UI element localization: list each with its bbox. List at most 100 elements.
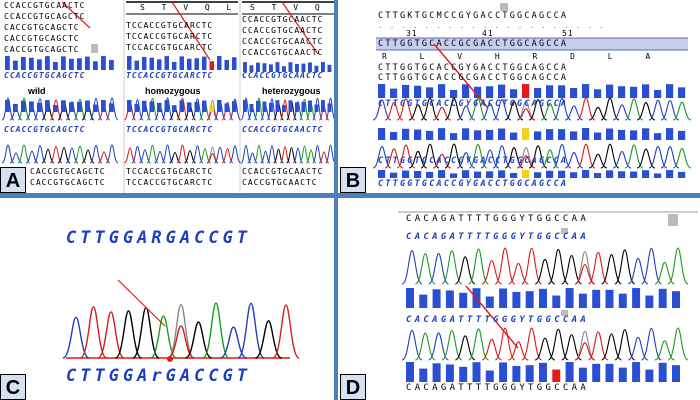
b-top-bar [642, 84, 650, 98]
d-trace2-peak [508, 341, 529, 361]
d-mid-bar [632, 288, 641, 308]
b-trace1-peak [624, 98, 644, 121]
d-trace1-peak [640, 247, 662, 285]
b-bottom-bar [546, 170, 554, 178]
b-top-bar [618, 86, 626, 98]
b-bottom-bar [486, 171, 494, 178]
b-top-bar [654, 89, 662, 98]
hom-lower-trace-peak [176, 144, 189, 164]
hom-mid-bar [217, 100, 222, 112]
hom-mid-bar [187, 102, 192, 112]
b-trace1-peak [444, 97, 464, 121]
het-row-4: CCACCGTGCAACTC [242, 48, 324, 57]
d-bottom-bar [419, 368, 428, 382]
b-mid-bar [426, 130, 434, 140]
b-mid-bar [654, 133, 662, 140]
het-top-bar [314, 65, 319, 72]
d-trace1-peak [601, 254, 622, 285]
b-trace2-peak [420, 143, 440, 169]
d-trace2-peak [667, 327, 689, 361]
c-trace-peak [220, 326, 247, 359]
hom-lower-trace-peak [139, 149, 151, 164]
hom-top-bar [127, 56, 132, 70]
hom-bottom-row-1: TCCACCGTGCARCTC [126, 167, 214, 176]
hom-trace-peak [191, 98, 204, 121]
d-trace2-peak [428, 332, 449, 361]
wild-lower-trace-peak [1, 144, 15, 164]
d-trace1-peak [481, 260, 503, 285]
het-mid-bar [288, 100, 293, 112]
b-highlight-seq: CTTGGTGCACCGCGACCTGGCAGCCA [378, 39, 569, 49]
b-bottom-bar [450, 173, 458, 178]
het-trace-peak [312, 97, 323, 121]
b-trace1-seq: CTTGGTGCACCGYGACCTGGCAGCCA [378, 99, 569, 109]
b-trace2-peak [624, 144, 644, 169]
het-mid-bar [301, 101, 306, 112]
wild-mid-bar [109, 103, 114, 112]
het-top-bar [288, 62, 293, 72]
d-bottom-bar [618, 367, 627, 382]
b-trace2-peak [552, 144, 572, 169]
b-trace1-peak [672, 101, 692, 121]
hom-trace-peak [176, 97, 189, 121]
panel-c: CTTGGARGACCGT CTTGGArGACCGT C [0, 198, 334, 400]
wild-mid-bar [13, 103, 18, 112]
wild-mid-bar [69, 102, 74, 112]
het-trace-seq: CCACCGTGCAACTC [242, 71, 324, 80]
b-mid-bar [462, 128, 470, 140]
d-mid-bar [645, 295, 654, 308]
wild-row-2: CCACCGTGCAGCTC [4, 12, 86, 21]
wild-top-bar [37, 59, 42, 70]
b-mid-bar [666, 128, 674, 140]
b-top-bar [438, 84, 446, 98]
wild-trace-seq: CCACCGTGCAGCTC [4, 71, 86, 80]
b-bottom-bar [438, 170, 446, 178]
b-trace1-peak [540, 102, 560, 121]
d-trace1-peak [561, 255, 582, 285]
b-top-bar [486, 86, 494, 98]
het-mid-bar [243, 100, 247, 112]
c-arrow [117, 279, 166, 327]
d-trace2-peak-secondary [574, 342, 596, 361]
d-bottom-bar [672, 365, 680, 382]
d-trace2-peak [654, 340, 675, 361]
b-trace1-peak [528, 99, 548, 121]
d-trace2-peak [494, 327, 516, 361]
d-bottom-bar [552, 369, 561, 382]
het-lower-trace-peak [286, 146, 297, 164]
d-mid-bar [406, 288, 414, 308]
wild-trace-peak [1, 97, 15, 121]
het-trace-peak [292, 101, 304, 121]
wild-lower-trace-peak [105, 144, 119, 164]
wild-mid-bar [29, 101, 34, 112]
d-trace2-peak [601, 333, 622, 361]
c-trace-peak [114, 310, 143, 359]
d-trace1-peak [521, 247, 543, 285]
wild-top-bar [93, 61, 98, 70]
panel-a-graphics [1, 0, 334, 193]
b-top-bar [390, 88, 398, 98]
wild-lower-trace-peak [41, 148, 55, 164]
b-mid-bar [642, 128, 650, 140]
hom-mid-bar [209, 104, 214, 112]
b-trace1-peak [516, 100, 536, 121]
wild-row-4: CACCGTGCAGCTC [4, 34, 80, 43]
het-top-bar [269, 64, 273, 72]
b-bottom-bar [654, 173, 662, 178]
b-mid-bar [534, 131, 542, 140]
wild-mid-bar [45, 100, 50, 112]
het-lower-trace-peak [299, 145, 310, 164]
wild-lower-seq: CCACCGTGCAGCTC [4, 125, 86, 134]
wild-mid-bar [61, 100, 66, 112]
b-bottom-bar [510, 173, 518, 178]
d-trace1-peak [548, 248, 569, 285]
b-bottom-bar [534, 172, 542, 178]
hom-trace-seq: TCCACCGTGCARCTC [126, 71, 214, 80]
d-mid-bar [658, 288, 667, 308]
d-marker-2 [561, 310, 568, 316]
d-trace2-peak [481, 338, 502, 361]
hom-lower-trace-peak [146, 144, 159, 164]
c-trace-peak [272, 304, 300, 359]
b-trace1-peak [588, 106, 608, 121]
b-bottom-bar [390, 172, 398, 178]
